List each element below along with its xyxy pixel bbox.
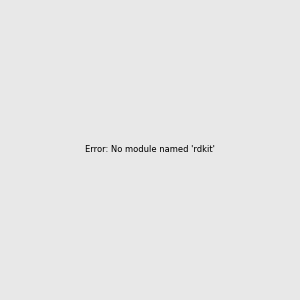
Text: Error: No module named 'rdkit': Error: No module named 'rdkit'	[85, 146, 215, 154]
